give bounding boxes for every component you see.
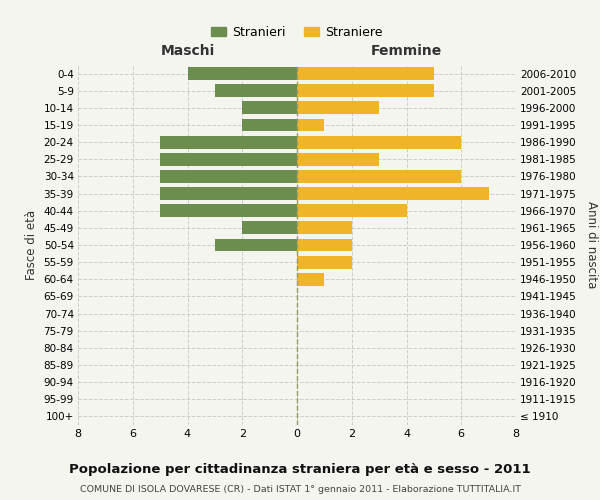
Bar	[297, 102, 379, 114]
Bar	[297, 238, 352, 252]
Text: Popolazione per cittadinanza straniera per età e sesso - 2011: Popolazione per cittadinanza straniera p…	[69, 462, 531, 475]
Bar	[297, 204, 407, 217]
Bar	[160, 153, 297, 166]
Bar	[297, 222, 352, 234]
Bar	[187, 67, 297, 80]
Bar	[297, 256, 352, 268]
Bar	[160, 170, 297, 183]
Bar	[160, 204, 297, 217]
Bar	[297, 118, 325, 132]
Text: Femmine: Femmine	[371, 44, 442, 58]
Text: Maschi: Maschi	[160, 44, 215, 58]
Y-axis label: Anni di nascita: Anni di nascita	[585, 202, 598, 288]
Bar	[297, 273, 325, 285]
Bar	[242, 118, 297, 132]
Bar	[297, 84, 434, 97]
Bar	[297, 136, 461, 148]
Bar	[215, 238, 297, 252]
Bar	[160, 187, 297, 200]
Bar	[242, 222, 297, 234]
Bar	[215, 84, 297, 97]
Legend: Stranieri, Straniere: Stranieri, Straniere	[206, 21, 388, 44]
Y-axis label: Fasce di età: Fasce di età	[25, 210, 38, 280]
Bar	[297, 187, 488, 200]
Bar	[242, 102, 297, 114]
Bar	[297, 67, 434, 80]
Bar	[297, 153, 379, 166]
Bar	[160, 136, 297, 148]
Text: COMUNE DI ISOLA DOVARESE (CR) - Dati ISTAT 1° gennaio 2011 - Elaborazione TUTTIT: COMUNE DI ISOLA DOVARESE (CR) - Dati IST…	[79, 485, 521, 494]
Bar	[297, 170, 461, 183]
